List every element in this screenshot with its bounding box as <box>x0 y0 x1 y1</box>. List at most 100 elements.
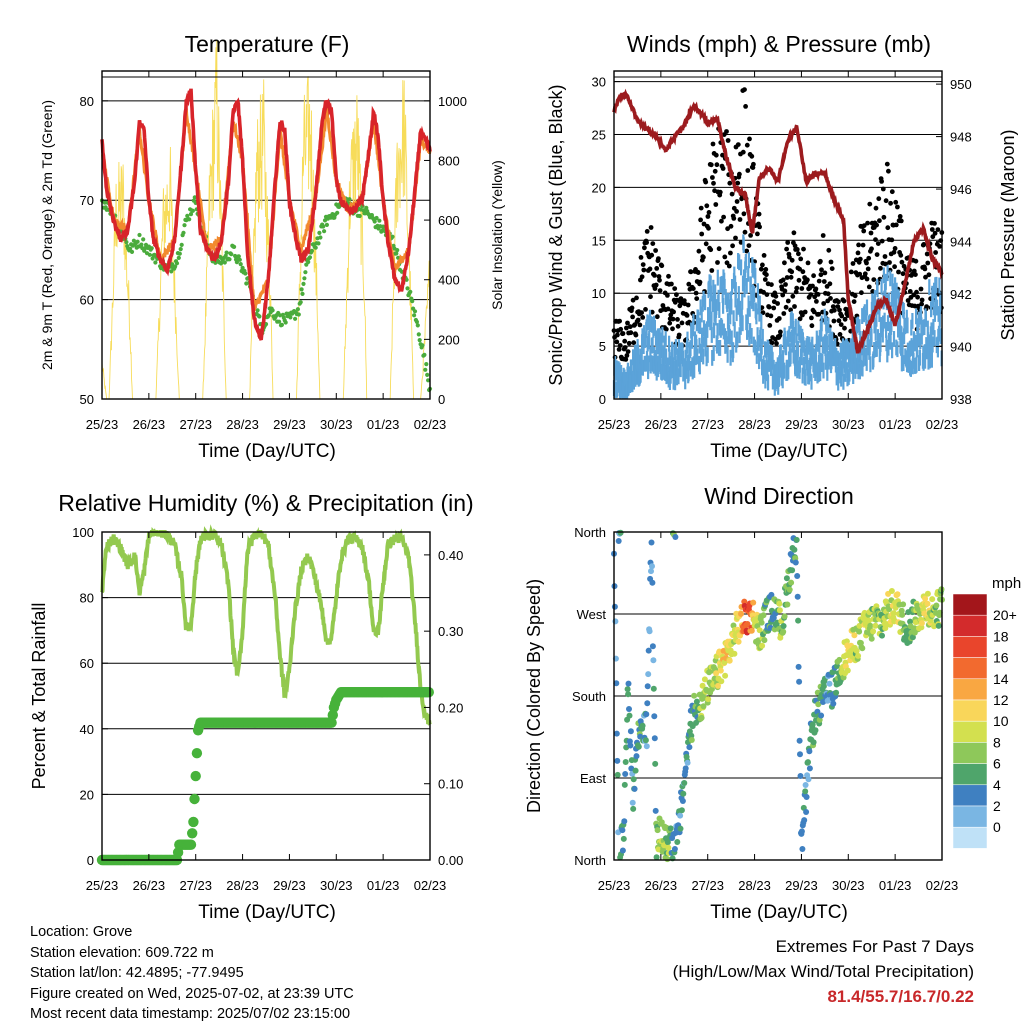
gust-point <box>693 290 699 296</box>
gust-point <box>794 285 800 291</box>
direction-point <box>627 742 634 749</box>
station-location: Location: Grove <box>30 924 133 940</box>
direction-point <box>621 818 628 825</box>
gust-point <box>733 235 738 241</box>
humidity-ytick-label: 0 <box>87 853 94 868</box>
direction-point <box>786 586 793 593</box>
gust-point <box>893 199 899 205</box>
colorbar-label: 4 <box>993 777 1001 793</box>
precip-point <box>188 816 199 828</box>
dewpoint-point <box>129 249 135 254</box>
winds-xtick-label: 25/23 <box>598 417 631 432</box>
gust-point <box>855 250 861 256</box>
gust-point <box>827 281 833 287</box>
direction-point <box>652 760 659 767</box>
gust-point <box>667 320 673 326</box>
gust-point <box>746 243 752 249</box>
direction-point <box>826 680 833 687</box>
winds-ytick-label: 30 <box>592 75 606 90</box>
dewpoint-point <box>224 250 229 255</box>
colorbar-label: 12 <box>993 692 1009 708</box>
temperature-ytick-right-label: 400 <box>438 273 460 288</box>
station-info: Location: Grove Station elevation: 609.7… <box>30 922 354 1025</box>
humidity-xtick-label: 26/23 <box>133 878 166 893</box>
direction-point <box>674 839 681 845</box>
gust-point <box>856 242 861 248</box>
dewpoint-point <box>390 234 395 239</box>
gust-point <box>933 250 938 255</box>
gust-point <box>740 149 746 155</box>
direction-point <box>693 698 700 705</box>
winds-ytick-label: 5 <box>599 339 606 354</box>
direction-point <box>691 692 698 699</box>
gust-point <box>737 171 742 177</box>
colorbar-swatch <box>952 678 988 701</box>
gust-point <box>703 241 709 247</box>
gust-point <box>757 224 762 230</box>
temperature-xtick-label: 26/23 <box>133 417 166 432</box>
dewpoint-point <box>279 322 284 327</box>
gust-point <box>783 282 788 287</box>
gust-point <box>624 325 629 331</box>
gust-point <box>785 240 791 245</box>
precip-point <box>190 770 201 782</box>
gust-point <box>930 234 936 240</box>
dewpoint-point <box>316 241 321 246</box>
gust-point <box>837 332 843 337</box>
dewpoint-point <box>298 300 303 305</box>
gust-point <box>717 189 723 195</box>
temperature-xtick-label: 30/23 <box>320 417 353 432</box>
gust-point <box>764 272 769 278</box>
dewpoint-point <box>283 320 288 325</box>
direction-point <box>678 807 685 814</box>
dewpoint-point <box>423 367 428 372</box>
colorbar-swatch <box>952 699 988 722</box>
gust-point <box>743 104 748 109</box>
gust-point <box>785 298 791 304</box>
direction-ytick-label: North <box>574 853 606 868</box>
dewpoint-point <box>177 251 182 256</box>
colorbar-swatch <box>952 593 988 616</box>
dewpoint-point <box>307 255 313 260</box>
direction-point <box>836 656 843 663</box>
gust-point <box>725 138 731 143</box>
gust-point <box>714 162 720 168</box>
dewpoint-point <box>147 252 152 257</box>
winds-panel: Winds (mph) & Pressure (mb) 0 5 10 15 20 25 30… <box>546 31 1018 462</box>
direction-point <box>651 735 658 742</box>
gust-point <box>696 248 702 254</box>
direction-point <box>645 671 652 678</box>
gust-point <box>641 267 647 273</box>
direction-point <box>796 678 803 685</box>
dewpoint-point <box>321 224 326 229</box>
gust-point <box>650 241 656 247</box>
colorbar-label: 16 <box>993 650 1009 666</box>
gust-point <box>790 293 796 299</box>
direction-point <box>799 846 806 852</box>
gust-point <box>810 283 815 289</box>
gust-point <box>726 263 732 269</box>
dewpoint-point <box>300 291 305 296</box>
gust-point <box>615 332 620 338</box>
gust-point <box>784 275 790 280</box>
temperature-ytick-right-label: 800 <box>438 153 460 168</box>
direction-point <box>794 573 801 579</box>
winds-xlabel: Time (Day/UTC) <box>710 441 848 462</box>
direction-point <box>890 610 897 617</box>
direction-point <box>699 682 706 689</box>
gust-point <box>852 293 858 299</box>
dewpoint-point <box>302 276 307 281</box>
gust-point <box>886 168 891 174</box>
gust-point <box>769 282 774 287</box>
direction-point <box>614 757 621 764</box>
gust-point <box>792 304 797 309</box>
humidity-ytick-right-label: 0.40 <box>438 548 463 563</box>
gust-point <box>734 199 740 204</box>
gust-point <box>644 229 650 234</box>
extremes-legend: (High/Low/Max Wind/Total Precipitation) <box>672 962 974 981</box>
direction-point <box>626 706 632 712</box>
gust-point <box>716 246 722 252</box>
gust-point <box>617 318 622 324</box>
direction-point <box>645 647 652 654</box>
